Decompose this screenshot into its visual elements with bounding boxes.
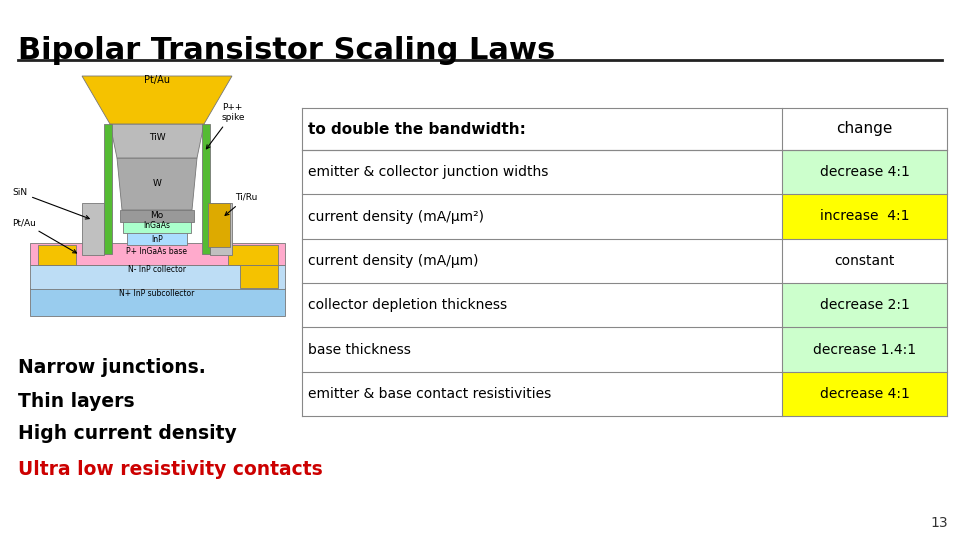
- Text: High current density: High current density: [18, 424, 237, 443]
- Text: TiW: TiW: [149, 132, 165, 141]
- Text: decrease 2:1: decrease 2:1: [820, 298, 909, 312]
- Bar: [30, 288, 285, 316]
- Text: change: change: [836, 122, 893, 137]
- Polygon shape: [110, 124, 204, 158]
- Bar: [782, 283, 947, 327]
- Text: decrease 4:1: decrease 4:1: [820, 387, 909, 401]
- Text: Pt/Au: Pt/Au: [12, 218, 77, 253]
- Bar: [782, 327, 947, 372]
- Bar: [302, 150, 782, 194]
- Text: constant: constant: [834, 254, 895, 268]
- Text: base thickness: base thickness: [308, 342, 411, 356]
- Bar: [82, 203, 104, 255]
- Polygon shape: [117, 158, 197, 210]
- Bar: [123, 220, 191, 233]
- Bar: [240, 265, 278, 288]
- Bar: [782, 194, 947, 239]
- Text: InP: InP: [151, 234, 163, 244]
- Bar: [782, 372, 947, 416]
- Text: Thin layers: Thin layers: [18, 392, 134, 411]
- Bar: [302, 327, 782, 372]
- Text: 13: 13: [930, 516, 948, 530]
- Bar: [202, 124, 210, 254]
- Text: P++
spike: P++ spike: [206, 103, 246, 149]
- Bar: [302, 283, 782, 327]
- Bar: [30, 243, 285, 265]
- Text: Mo: Mo: [151, 212, 163, 220]
- Polygon shape: [82, 76, 232, 124]
- Bar: [228, 245, 278, 265]
- Bar: [208, 203, 230, 247]
- Text: current density (mA/μm²): current density (mA/μm²): [308, 210, 484, 224]
- Bar: [302, 239, 782, 283]
- Bar: [782, 150, 947, 194]
- Text: SiN: SiN: [12, 188, 89, 219]
- Bar: [127, 232, 187, 245]
- Bar: [782, 239, 947, 283]
- Text: collector depletion thickness: collector depletion thickness: [308, 298, 507, 312]
- Text: current density (mA/μm): current density (mA/μm): [308, 254, 478, 268]
- Text: W: W: [153, 179, 161, 187]
- Text: N- InP collector: N- InP collector: [128, 266, 186, 274]
- Text: Ultra low resistivity contacts: Ultra low resistivity contacts: [18, 460, 323, 479]
- Text: emitter & collector junction widths: emitter & collector junction widths: [308, 165, 548, 179]
- Text: decrease 4:1: decrease 4:1: [820, 165, 909, 179]
- Bar: [30, 265, 285, 289]
- Bar: [120, 210, 194, 222]
- Text: N+ InP subcollector: N+ InP subcollector: [119, 289, 195, 299]
- Bar: [302, 194, 782, 239]
- Bar: [104, 124, 112, 254]
- Text: Bipolar Transistor Scaling Laws: Bipolar Transistor Scaling Laws: [18, 36, 555, 65]
- Text: Ti/Ru: Ti/Ru: [225, 193, 257, 215]
- Text: to double the bandwidth:: to double the bandwidth:: [308, 122, 526, 137]
- Bar: [302, 108, 947, 150]
- Bar: [38, 245, 76, 265]
- Text: Pt/Au: Pt/Au: [144, 75, 170, 85]
- Text: decrease 1.4:1: decrease 1.4:1: [813, 342, 916, 356]
- Bar: [302, 372, 782, 416]
- Bar: [210, 203, 232, 255]
- Text: P+ InGaAs base: P+ InGaAs base: [127, 246, 187, 255]
- Text: InGaAs: InGaAs: [143, 221, 171, 231]
- Text: increase  4:1: increase 4:1: [820, 210, 909, 224]
- Text: emitter & base contact resistivities: emitter & base contact resistivities: [308, 387, 551, 401]
- Text: Narrow junctions.: Narrow junctions.: [18, 358, 205, 377]
